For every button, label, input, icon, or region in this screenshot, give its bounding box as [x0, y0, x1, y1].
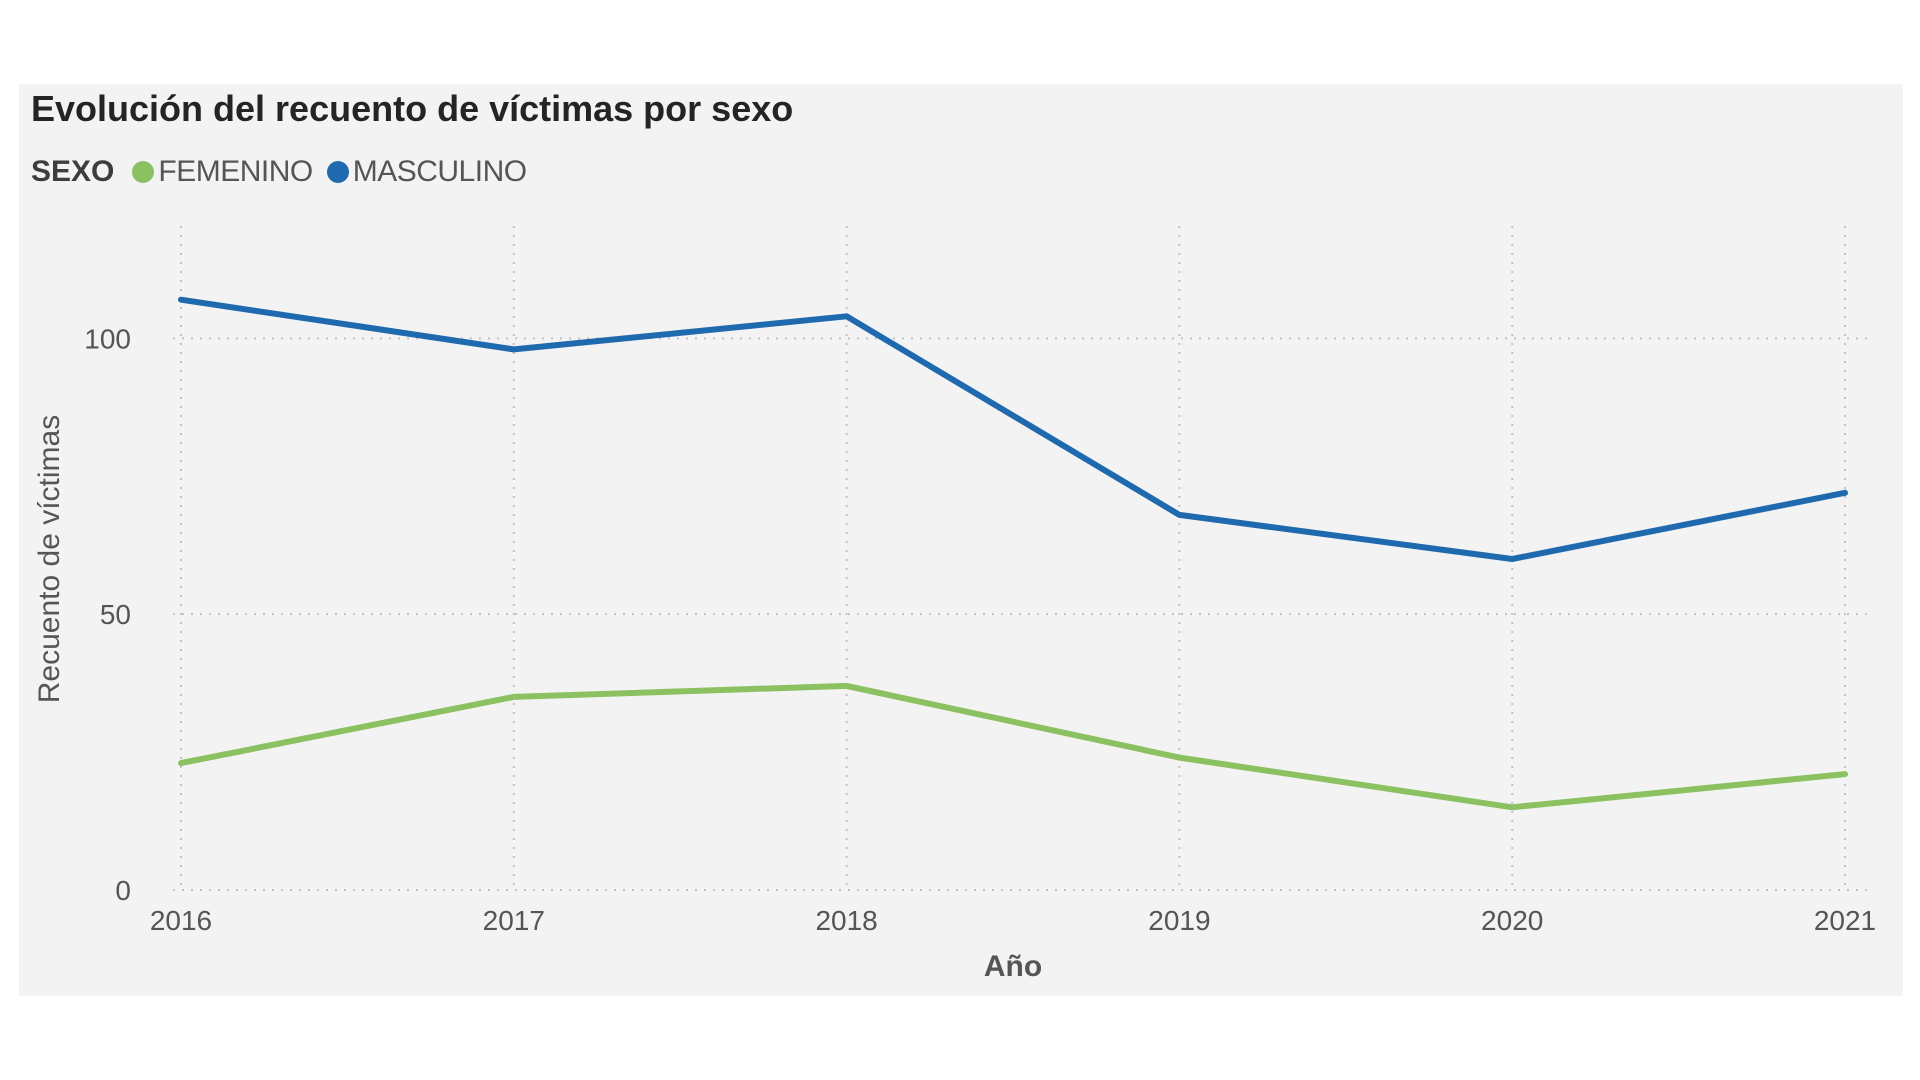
axis-ticks: 0 50 100 2016 2017 2018 2019 2020 2021	[84, 323, 1876, 936]
x-axis-label: Año	[984, 950, 1042, 983]
legend-label-femenino: FEMENINO	[158, 155, 313, 188]
legend-label-masculino: MASCULINO	[352, 155, 527, 188]
y-tick-label: 100	[84, 323, 131, 354]
series-lines	[178, 296, 1848, 811]
legend-marker-masculino	[326, 161, 349, 183]
y-tick-label: 0	[115, 875, 131, 906]
legend: SEXO FEMENINO MASCULINO	[31, 150, 541, 194]
x-tick-label: 2019	[1148, 905, 1210, 936]
y-tick-label: 50	[100, 599, 131, 630]
x-tick-label: 2020	[1481, 905, 1543, 936]
x-tick-label: 2017	[483, 905, 545, 936]
line-chart: 0 50 100 2016 2017 2018 2019 2020 2021 Año Recue…	[33, 226, 1876, 983]
legend-item-masculino[interactable]: MASCULINO	[326, 155, 527, 189]
series-line-masculino	[178, 296, 1848, 562]
y-axis-label: Recuento de víctimas	[33, 415, 66, 703]
chart-title: Evolución del recuento de víctimas por s…	[31, 88, 794, 129]
legend-marker-femenino	[132, 161, 155, 183]
gridlines	[173, 226, 1867, 891]
x-tick-label: 2018	[815, 905, 877, 936]
legend-item-femenino[interactable]: FEMENINO	[132, 155, 313, 189]
series-line-femenino	[178, 682, 1848, 811]
x-tick-label: 2021	[1814, 905, 1876, 936]
x-tick-label: 2016	[150, 905, 212, 936]
legend-title: SEXO	[31, 155, 115, 188]
chart-panel: Evolución del recuento de víctimas por s…	[19, 84, 1903, 996]
